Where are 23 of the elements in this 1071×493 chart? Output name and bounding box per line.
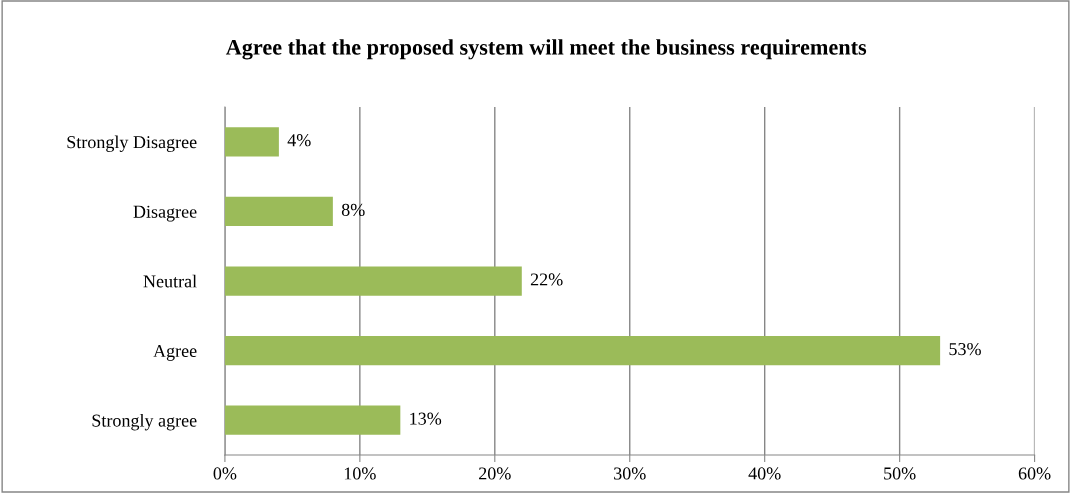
bar (224, 405, 401, 435)
y-tick-label: Strongly agree (92, 413, 197, 431)
x-tick-label: 10% (344, 467, 376, 480)
y-tick-label: Agree (153, 344, 197, 361)
x-tick-label: 0% (213, 467, 237, 480)
x-tick-label: 20% (479, 467, 511, 480)
y-tick-label: Neutral (143, 274, 197, 288)
data-label: 13% (410, 412, 442, 425)
chart-title: Agree that the proposed system will meet the business requirements (225, 39, 867, 60)
bar (224, 127, 279, 157)
bar (224, 336, 941, 366)
y-tick-label: Disagree (133, 205, 197, 222)
bar (224, 266, 522, 296)
x-tick-label: 40% (748, 467, 781, 480)
data-label: 4% (287, 134, 311, 147)
x-tick-label: 50% (884, 467, 916, 480)
data-label: 22% (530, 273, 563, 286)
x-tick-label: 30% (614, 467, 646, 480)
x-tick-label: 60% (1018, 467, 1051, 480)
data-label: 8% (341, 203, 365, 216)
bar (224, 196, 333, 227)
data-label: 53% (949, 342, 981, 356)
y-tick-label: Strongly Disagree (67, 135, 197, 152)
